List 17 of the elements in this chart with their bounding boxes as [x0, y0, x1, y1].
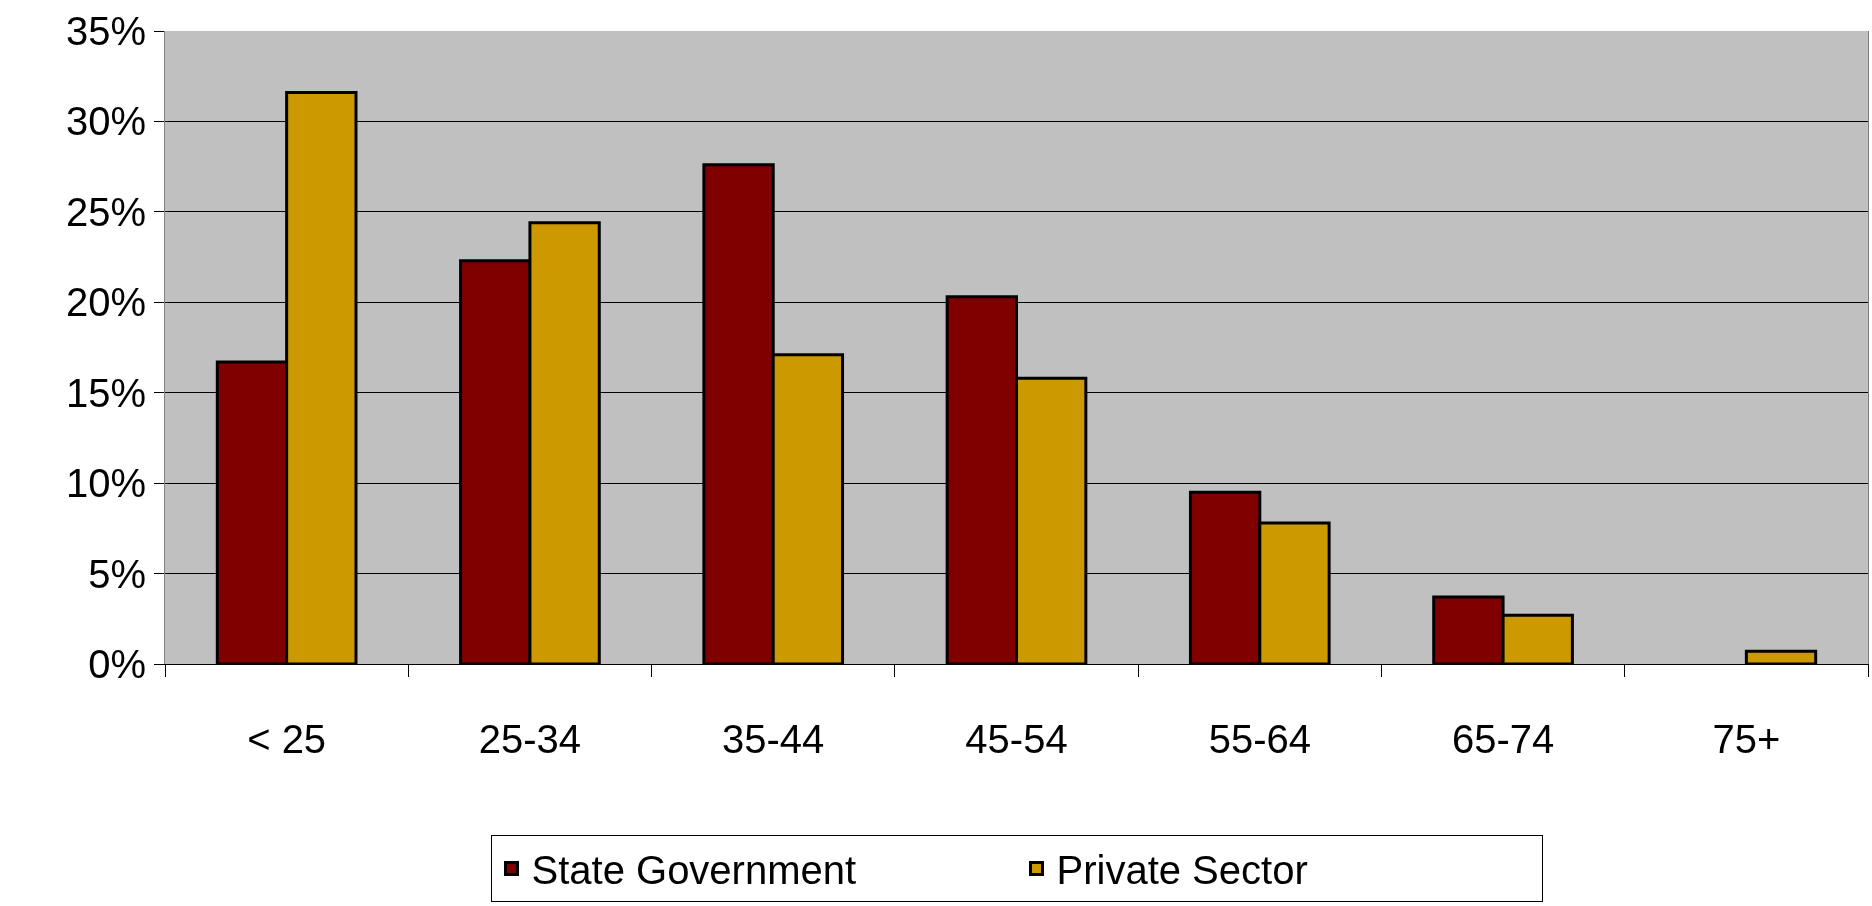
y-tick-label: 0%	[88, 642, 146, 686]
y-tick-label: 25%	[65, 189, 146, 234]
y-tick-label: 5%	[88, 551, 146, 596]
y-tick-label: 15%	[65, 370, 146, 415]
x-tick-label: 65-74	[1451, 717, 1555, 761]
x-tick-label: < 25	[247, 717, 327, 761]
legend-label: Private Sector	[1056, 848, 1308, 893]
x-tick-label: 25-34	[478, 717, 582, 761]
x-tick-label: 45-54	[965, 717, 1068, 761]
y-tick-label: 30%	[65, 99, 146, 144]
x-tick-label: 35-44	[722, 717, 825, 761]
y-tick-label: 35%	[65, 9, 146, 53]
x-tick-label: 75+	[1712, 717, 1781, 761]
x-tick-label: 55-64	[1208, 717, 1311, 761]
y-tick-label: 10%	[65, 461, 146, 506]
y-tick-label: 20%	[65, 280, 146, 325]
legend-label: State Government	[531, 848, 857, 893]
